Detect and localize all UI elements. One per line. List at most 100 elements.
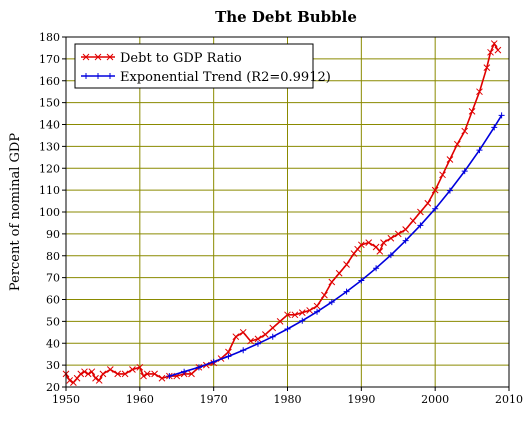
data-point (439, 171, 446, 179)
legend-swatch-marker (82, 53, 90, 61)
data-point (239, 328, 247, 336)
y-axis-label: Percent of nominal GDP (8, 133, 23, 291)
data-point (402, 226, 409, 233)
grid-layer (66, 37, 509, 387)
data-point (166, 373, 173, 380)
data-point (387, 234, 395, 242)
y-tick-label: 150 (39, 97, 60, 110)
data-point (394, 230, 402, 238)
data-point (453, 140, 461, 148)
x-tick-label: 1980 (274, 393, 302, 406)
data-point (494, 46, 502, 54)
data-point (188, 370, 195, 378)
data-point (136, 363, 144, 371)
y-tick-label: 170 (39, 53, 60, 66)
x-tick-label: 2000 (421, 393, 449, 406)
data-point (299, 317, 306, 324)
legend-swatch-marker (107, 73, 113, 79)
data-point (181, 368, 188, 375)
data-point (487, 48, 494, 56)
data-point (335, 269, 343, 277)
data-point (306, 307, 314, 314)
data-point (409, 217, 417, 225)
data-point (402, 237, 409, 244)
legend-box (74, 43, 314, 89)
data-point (225, 348, 232, 356)
y-tick-label: 120 (39, 162, 60, 175)
data-point (121, 370, 129, 378)
data-point (129, 366, 136, 373)
data-point (140, 372, 147, 380)
data-point (417, 208, 424, 216)
data-point (269, 333, 276, 340)
data-point (158, 374, 166, 382)
data-point (417, 222, 424, 229)
data-point (254, 340, 261, 347)
data-point (328, 278, 336, 286)
data-point (247, 337, 254, 345)
x-tick-label: 1970 (200, 393, 228, 406)
data-point (491, 124, 498, 131)
data-point (261, 331, 269, 338)
data-point (77, 370, 85, 378)
data-point (357, 241, 365, 249)
data-point (143, 370, 151, 378)
legend-swatch-marker (95, 73, 101, 79)
x-tick-label: 1950 (52, 393, 80, 406)
data-point (373, 265, 380, 272)
y-tick-label: 100 (39, 206, 60, 219)
data-point (365, 239, 373, 246)
y-tick-label: 50 (46, 315, 60, 328)
data-point (291, 311, 299, 319)
y-tick-label: 180 (39, 31, 60, 44)
y-tick-label: 110 (39, 184, 60, 197)
data-point (114, 370, 122, 378)
y-tick-label: 60 (46, 294, 60, 307)
legend-swatch-marker (83, 73, 89, 79)
data-point (476, 88, 483, 96)
data-point (343, 288, 350, 295)
data-point (314, 308, 321, 315)
data-point (461, 168, 468, 175)
data-point (81, 368, 88, 376)
data-point (358, 277, 365, 284)
data-point (99, 370, 107, 378)
data-point (321, 291, 328, 299)
data-point (313, 302, 321, 310)
data-point (298, 309, 306, 316)
data-point (88, 368, 96, 376)
data-point (195, 364, 202, 371)
data-point (476, 147, 483, 154)
data-point (254, 335, 262, 343)
data-point (483, 64, 491, 71)
legend-label: Debt to GDP Ratio (120, 51, 242, 66)
y-tick-label: 160 (39, 75, 60, 88)
y-tick-label: 40 (46, 337, 60, 350)
y-tick-label: 30 (46, 359, 60, 372)
x-tick-label: 1990 (347, 393, 375, 406)
legend-label: Exponential Trend (R2=0.9912) (120, 70, 331, 85)
series-line (169, 114, 503, 377)
y-tick-label: 70 (46, 272, 60, 285)
data-point (240, 347, 247, 354)
data-point (387, 252, 394, 259)
data-point (232, 333, 240, 341)
data-point (490, 40, 498, 47)
data-point (446, 156, 454, 163)
y-tick-label: 130 (39, 140, 60, 153)
data-point (95, 377, 103, 384)
series-2 (166, 112, 505, 380)
x-tick-label: 1960 (126, 393, 154, 406)
data-point (380, 239, 387, 246)
data-point (269, 324, 277, 332)
data-point (343, 261, 350, 268)
data-point (461, 127, 469, 135)
data-point (468, 108, 476, 115)
data-point (498, 112, 505, 119)
data-point (225, 353, 232, 360)
y-tick-label: 80 (46, 250, 60, 263)
y-tick-label: 90 (46, 228, 60, 241)
chart-title: The Debt Bubble (215, 8, 357, 26)
